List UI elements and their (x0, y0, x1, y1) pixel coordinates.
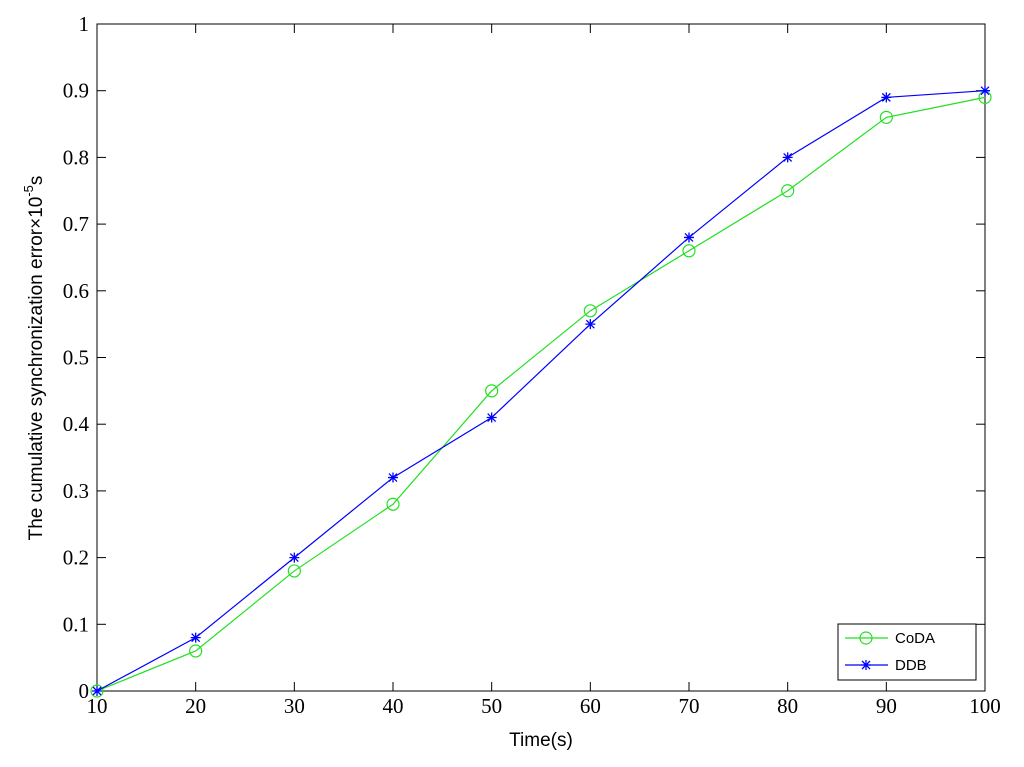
marker (781, 184, 795, 198)
marker (682, 244, 696, 258)
marker (388, 472, 398, 483)
marker (585, 319, 596, 330)
legend-label: CoDA (895, 630, 935, 647)
marker (287, 564, 301, 578)
marker (189, 644, 203, 658)
axes-box (96, 23, 986, 692)
marker (980, 85, 990, 96)
y-tick-label: 1 (79, 12, 90, 36)
x-tick-label: 10 (87, 694, 108, 718)
y-tick-label: 0.7 (63, 212, 89, 236)
y-tick-label: 0.2 (63, 546, 89, 570)
y-tick-label: 0.1 (63, 612, 89, 636)
series-line (96, 96, 986, 692)
marker (485, 384, 499, 398)
y-tick-label: 0.5 (63, 346, 89, 370)
marker (190, 632, 201, 643)
y-tick-label: 0.9 (63, 79, 89, 103)
marker (386, 497, 400, 511)
legend-label: DDB (895, 657, 927, 674)
legend-marker (859, 631, 873, 645)
y-tick-label: 0.8 (63, 145, 89, 169)
x-tick-label: 60 (580, 694, 601, 718)
marker (881, 92, 892, 103)
marker (583, 304, 597, 318)
y-label-unit: s (26, 176, 47, 186)
y-axis-label: The cumulative synchronization error×10-… (21, 176, 47, 541)
x-tick-label: 20 (185, 694, 206, 718)
y-label-text: The cumulative synchronization error×10 (26, 197, 47, 541)
x-tick-label: 40 (383, 694, 404, 718)
marker (486, 412, 497, 423)
y-label-exponent: -5 (21, 185, 36, 197)
x-tick-label: 30 (284, 694, 305, 718)
marker (92, 686, 102, 696)
y-tick-label: 0.3 (63, 479, 89, 503)
y-tick-label: 0 (79, 679, 90, 703)
marker (782, 152, 793, 163)
marker (90, 684, 104, 698)
marker (684, 232, 694, 243)
marker (879, 110, 893, 124)
x-axis-label: Time(s) (509, 730, 573, 751)
x-tick-label: 90 (876, 694, 897, 718)
legend-box (837, 623, 977, 681)
y-tick-label: 0.6 (63, 279, 89, 303)
legend-marker (861, 660, 871, 670)
marker (289, 552, 300, 563)
series-line (96, 90, 986, 692)
x-tick-label: 70 (679, 694, 700, 718)
x-tick-label: 50 (481, 694, 502, 718)
x-tick-label: 80 (777, 694, 798, 718)
y-tick-label: 0.4 (63, 412, 90, 436)
x-tick-label: 100 (969, 694, 1001, 718)
